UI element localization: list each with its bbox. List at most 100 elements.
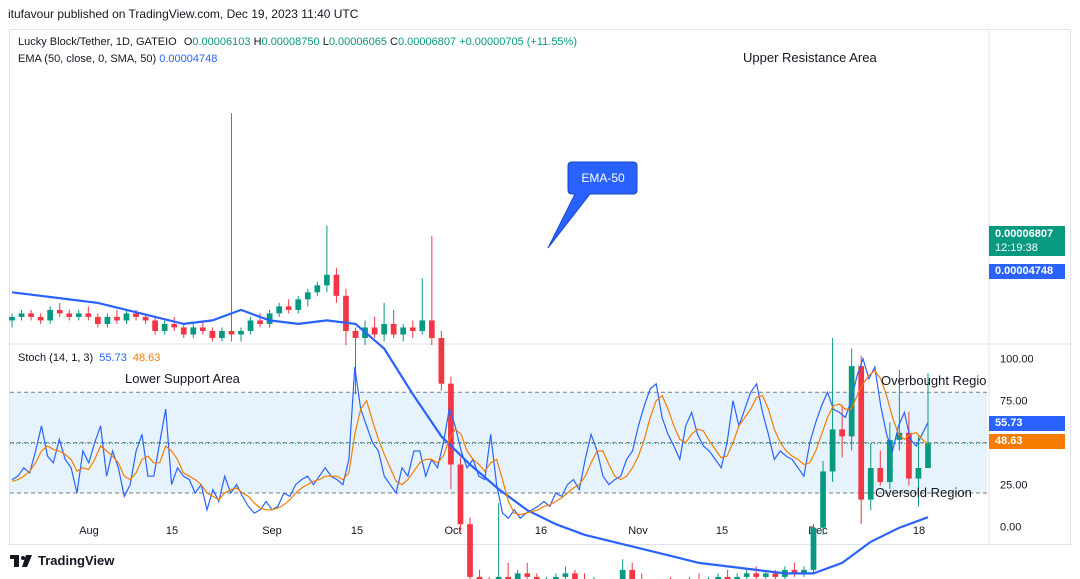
ema-price-tag: 0.00004748: [989, 264, 1065, 279]
candle-body: [533, 576, 540, 579]
candle: [171, 316, 178, 331]
published-by: itufavour published on TradingView.com, …: [8, 7, 359, 21]
time-tick-label: Sep: [262, 525, 282, 537]
candle-body: [438, 338, 445, 384]
candle: [161, 320, 168, 335]
stoch-d-value: 48.63: [132, 352, 161, 364]
candle: [314, 281, 321, 296]
candle: [734, 573, 741, 579]
stoch-tick-label: 0.00: [1000, 522, 1021, 534]
candle-body: [343, 295, 349, 331]
candle: [75, 309, 82, 321]
candle: [324, 225, 330, 293]
candle-body: [829, 429, 836, 472]
candle: [514, 569, 521, 579]
candle: [505, 562, 512, 579]
symbol-name[interactable]: Lucky Block/Tether, 1D, GATEIO: [18, 36, 177, 48]
candle: [896, 369, 903, 451]
bar-countdown: 12:19:38: [995, 242, 1038, 254]
candle: [209, 327, 216, 342]
candle: [180, 323, 187, 338]
candle: [553, 573, 559, 579]
candle: [85, 306, 92, 321]
candle: [18, 309, 25, 321]
candle-body: [572, 573, 578, 579]
upper-resistance-annotation: Upper Resistance Area: [743, 50, 877, 65]
candle-body: [553, 576, 559, 579]
candle: [495, 503, 502, 579]
time-tick-label: 15: [351, 525, 363, 537]
ema-value: 0.00004748: [159, 53, 218, 65]
candle-body: [28, 313, 34, 317]
candle: [438, 330, 445, 391]
candle-body: [228, 330, 235, 335]
candle-body: [839, 429, 845, 437]
candle: [715, 573, 721, 579]
candle: [877, 450, 884, 486]
candle-body: [66, 313, 73, 317]
candle: [285, 299, 292, 314]
stoch-tick-label: 100.00: [1000, 354, 1034, 366]
candle: [743, 569, 750, 579]
candle-body: [123, 313, 130, 321]
candle-body: [266, 313, 273, 324]
candle-body: [276, 306, 283, 314]
candle-body: [915, 468, 922, 479]
candle: [37, 313, 44, 324]
candle: [428, 236, 435, 346]
high-value: 0.00008750: [261, 36, 320, 48]
ema-label: EMA (50, close, 0, SMA, 50): [18, 53, 157, 65]
open-label: O: [183, 36, 193, 48]
candle-body: [562, 573, 569, 577]
candle-body: [886, 439, 893, 483]
candle: [839, 404, 845, 458]
tradingview-brand: TradingView: [38, 553, 115, 568]
candle: [152, 316, 158, 335]
candle: [448, 376, 454, 490]
candle: [619, 559, 626, 579]
candle-body: [400, 327, 407, 335]
candle: [629, 562, 636, 579]
tradingview-logo[interactable]: TradingView: [10, 553, 114, 568]
candle-body: [724, 576, 731, 579]
candle: [820, 460, 826, 535]
candle-body: [448, 383, 454, 465]
chart-frame: [9, 29, 1071, 545]
ema-legend[interactable]: EMA (50, close, 0, SMA, 50) 0.00004748: [18, 53, 217, 65]
candle: [276, 302, 283, 317]
time-tick-label: Oct: [444, 525, 461, 537]
candle-body: [801, 569, 807, 574]
candle-body: [772, 573, 779, 577]
candle-body: [743, 573, 750, 577]
candle-body: [371, 327, 378, 335]
high-label: H: [253, 36, 262, 48]
candle-body: [877, 468, 884, 483]
candle: [381, 302, 387, 342]
candle: [829, 338, 836, 483]
candle-body: [199, 327, 206, 331]
stoch-tick-label: 25.00: [1000, 480, 1028, 492]
stoch-d-line: [11, 369, 929, 516]
candle-body: [18, 313, 25, 317]
candle: [810, 524, 817, 574]
candle: [762, 569, 769, 579]
candle: [114, 309, 120, 324]
candle-body: [209, 330, 216, 338]
candle: [915, 436, 922, 507]
change-value: +0.00000705 (+11.55%): [459, 36, 577, 48]
candle: [343, 288, 349, 346]
candle: [533, 573, 540, 579]
candle-body: [619, 569, 626, 579]
stoch-legend[interactable]: Stoch (14, 1, 3) 55.73 48.63: [18, 352, 160, 364]
lower-support-annotation: Lower Support Area: [125, 371, 240, 386]
candle-body: [524, 573, 531, 577]
candle-body: [858, 366, 865, 500]
stoch-label: Stoch (14, 1, 3): [18, 352, 94, 364]
candle-body: [314, 285, 321, 293]
candle: [524, 562, 531, 579]
stoch-k-tag: 55.73: [989, 416, 1065, 431]
candle: [400, 323, 407, 342]
candle-body: [152, 320, 158, 331]
candle-body: [715, 576, 721, 579]
